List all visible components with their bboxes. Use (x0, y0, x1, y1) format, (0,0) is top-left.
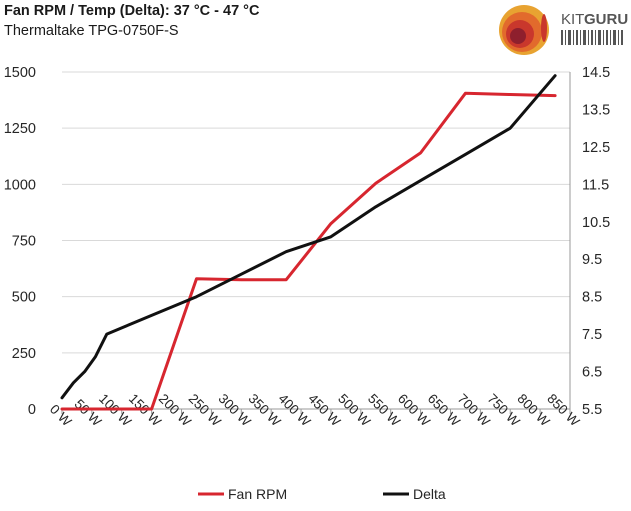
y-right-tick-label: 14.5 (582, 65, 610, 81)
kitguru-logo-guru: GURU (584, 11, 628, 28)
x-tick-label: 250 W (186, 391, 224, 429)
y-right-tick-label: 9.5 (582, 252, 602, 268)
y-right-tick-label: 12.5 (582, 140, 610, 156)
x-tick-label: 450 W (305, 391, 343, 429)
x-tick-label: 750 W (485, 391, 523, 429)
y-right-tick-label: 13.5 (582, 102, 610, 118)
gridlines (62, 71, 570, 354)
x-tick-label: 400 W (275, 391, 313, 429)
chart-subtitle: Thermaltake TPG-0750F-S (4, 23, 179, 39)
x-tick-label: 0 W (47, 402, 75, 430)
x-tick-label: 200 W (156, 391, 194, 429)
right-axis-ticks: 5.5 6.5 7.5 8.5 9.5 10.5 11.5 12.5 13.5 14.5 (582, 65, 610, 418)
y-right-tick-label: 7.5 (582, 327, 602, 343)
chart-title: Fan RPM / Temp (Delta): 37 °C - 47 °C (4, 3, 260, 19)
series-line-fan-rpm (60, 91, 557, 411)
y-right-tick-label: 6.5 (582, 365, 602, 381)
legend-fan-rpm-label: Fan RPM (228, 486, 287, 502)
y-left-tick-label: 0 (28, 402, 36, 418)
y-right-tick-label: 11.5 (582, 177, 609, 193)
y-right-tick-label: 8.5 (582, 290, 602, 306)
x-tick-label: 700 W (455, 391, 493, 429)
y-left-tick-label: 750 (12, 234, 36, 250)
kitguru-logo-icon (499, 5, 549, 55)
x-tick-label: 500 W (335, 391, 373, 429)
y-left-tick-label: 500 (12, 290, 36, 306)
legend-delta-label: Delta (413, 486, 446, 502)
x-tick-label: 300 W (216, 391, 254, 429)
x-tick-label: 350 W (245, 391, 283, 429)
kitguru-logo-barcode (561, 30, 623, 45)
y-left-tick-label: 1250 (4, 121, 36, 137)
x-tick-label: 550 W (365, 391, 403, 429)
left-axis-ticks: 0 250 500 750 1000 1250 1500 (4, 65, 36, 418)
x-tick-label: 600 W (395, 391, 433, 429)
legend: Fan RPM Delta (198, 486, 446, 502)
y-left-tick-label: 250 (12, 346, 36, 362)
x-tick-label: 800 W (514, 391, 552, 429)
y-right-tick-label: 10.5 (582, 215, 610, 231)
x-tick-label: 650 W (425, 391, 463, 429)
y-left-tick-label: 1500 (4, 65, 36, 81)
series-lines (60, 74, 557, 411)
kitguru-logo: KIT GURU (499, 5, 628, 55)
y-left-tick-label: 1000 (4, 177, 36, 193)
series-line-delta (60, 74, 557, 400)
kitguru-logo-kit: KIT (561, 11, 584, 28)
x-tick-label: 850 W (544, 391, 582, 429)
y-right-tick-label: 5.5 (582, 402, 602, 418)
